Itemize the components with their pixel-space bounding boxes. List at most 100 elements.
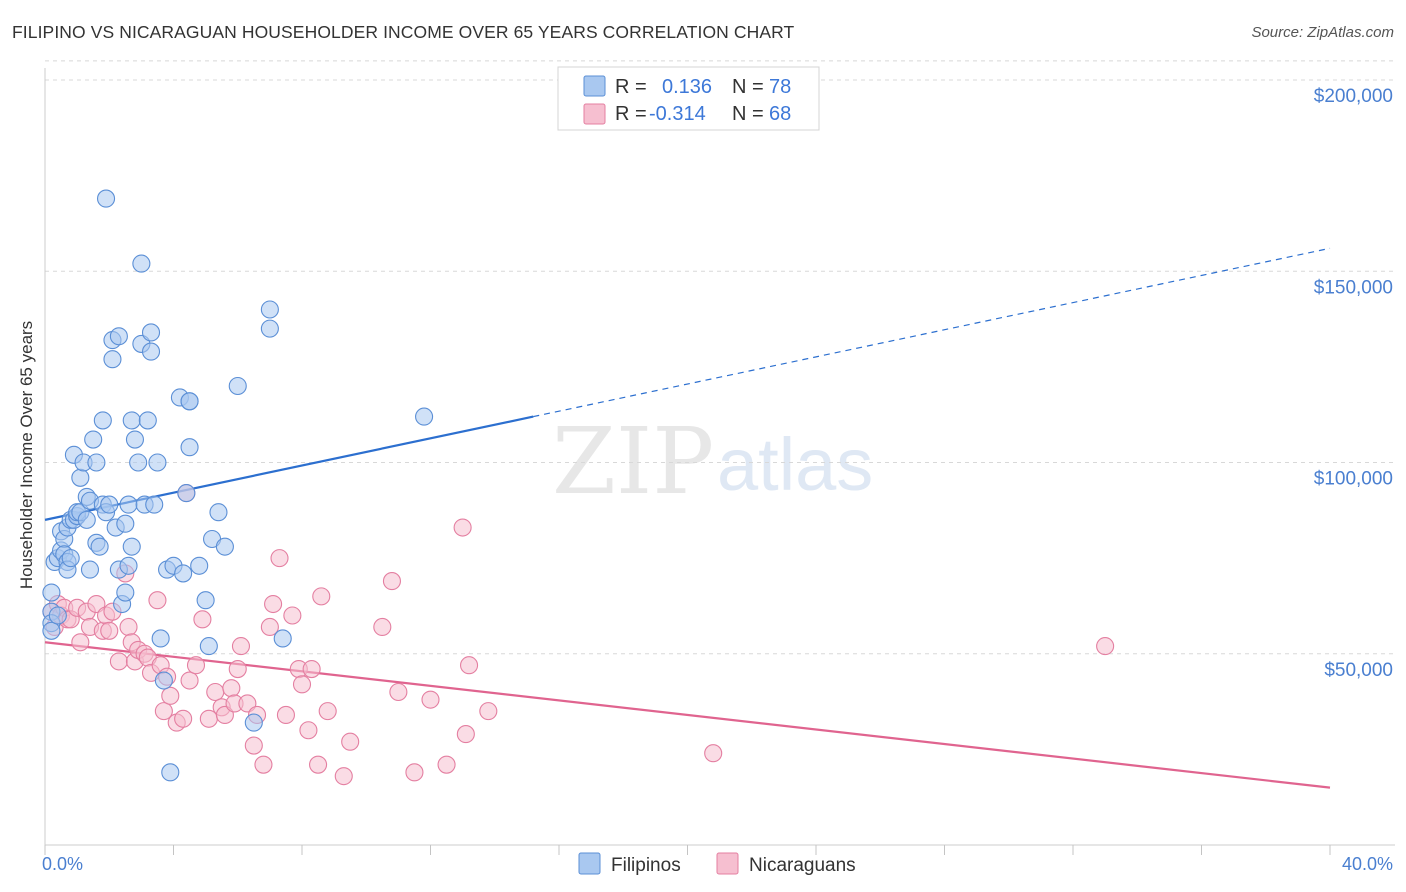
point-nicaraguans: [437, 755, 456, 774]
point-filipinos: [141, 323, 161, 342]
watermark-zip: ZIP: [552, 408, 714, 515]
point-nicaraguans: [292, 675, 312, 694]
point-nicaraguans: [309, 755, 328, 774]
legend-swatch-nicaraguans: [583, 103, 606, 125]
point-nicaraguans: [270, 549, 289, 568]
point-nicaraguans: [341, 732, 360, 751]
point-nicaraguans: [453, 518, 472, 537]
r-label-filipinos: R =: [615, 76, 647, 98]
point-nicaraguans: [1096, 637, 1115, 656]
point-filipinos: [116, 583, 135, 602]
r-value-filipinos: 0.136: [662, 76, 712, 98]
point-filipinos: [415, 407, 434, 426]
point-filipinos: [119, 495, 138, 514]
source-credit: Source: ZipAtlas.com: [1251, 24, 1394, 41]
watermark: ZIP atlas: [552, 408, 873, 515]
watermark-atlas: atlas: [717, 423, 873, 506]
point-filipinos: [177, 484, 196, 503]
bottom-legend-swatch-filipinos: [578, 852, 601, 875]
point-filipinos: [273, 629, 292, 648]
y-tick-labels: $50,000 $100,000 $150,000 $200,000: [1314, 86, 1393, 681]
n-value-nicaraguans: 68: [769, 103, 791, 125]
point-nicaraguans: [704, 744, 723, 763]
point-nicaraguans: [254, 755, 273, 774]
point-filipinos: [61, 549, 80, 568]
y-axis-label: Householder Income Over 65 years: [17, 321, 36, 589]
point-filipinos: [125, 430, 144, 449]
x-tick-label-min: 0.0%: [42, 854, 83, 874]
y-tick-label-1: $100,000: [1314, 469, 1393, 490]
y-tick-label-2: $150,000: [1314, 277, 1393, 298]
point-filipinos: [96, 189, 116, 208]
point-filipinos: [100, 495, 119, 514]
axes: [44, 68, 1395, 855]
point-filipinos: [103, 350, 122, 369]
point-filipinos: [180, 392, 199, 411]
point-filipinos: [196, 591, 215, 610]
point-nicaraguans: [299, 721, 318, 740]
point-filipinos: [93, 411, 112, 430]
point-nicaraguans: [109, 652, 128, 671]
point-filipinos: [260, 300, 279, 319]
chart-title: FILIPINO VS NICARAGUAN HOUSEHOLDER INCOM…: [12, 22, 795, 42]
point-nicaraguans: [186, 656, 206, 675]
point-filipinos: [80, 560, 100, 579]
y-tick-label-3: $200,000: [1314, 86, 1393, 107]
point-nicaraguans: [459, 656, 479, 675]
point-nicaraguans: [456, 725, 475, 744]
point-filipinos: [90, 537, 109, 556]
point-filipinos: [42, 583, 61, 602]
point-nicaraguans: [231, 637, 251, 656]
bottom-legend: Filipinos Nicaraguans: [578, 852, 856, 876]
bottom-legend-filipinos: Filipinos: [611, 855, 681, 876]
point-nicaraguans: [389, 682, 408, 702]
point-nicaraguans: [228, 659, 247, 679]
point-filipinos: [180, 438, 199, 457]
point-filipinos: [122, 411, 141, 430]
point-filipinos: [129, 453, 148, 472]
point-nicaraguans: [161, 686, 180, 705]
legend-swatch-filipinos: [583, 75, 606, 97]
point-filipinos: [145, 495, 164, 514]
point-nicaraguans: [100, 621, 119, 640]
point-filipinos: [77, 510, 96, 529]
point-nicaraguans: [421, 690, 440, 709]
point-nicaraguans: [276, 705, 295, 725]
point-filipinos: [109, 327, 128, 346]
point-nicaraguans: [206, 682, 225, 702]
point-filipinos: [151, 629, 170, 648]
point-filipinos: [244, 713, 263, 732]
n-value-filipinos: 78: [769, 76, 791, 98]
bottom-legend-swatch-nicaraguans: [716, 852, 739, 875]
point-nicaraguans: [373, 617, 392, 637]
r-label-nicaraguans: R =: [615, 103, 647, 125]
point-filipinos: [209, 503, 228, 522]
point-filipinos: [154, 671, 173, 690]
point-filipinos: [141, 342, 161, 361]
point-nicaraguans: [193, 610, 212, 629]
point-filipinos: [42, 621, 61, 640]
point-filipinos: [228, 376, 247, 396]
point-nicaraguans: [154, 702, 173, 721]
point-filipinos: [260, 319, 279, 338]
point-nicaraguans: [318, 702, 337, 721]
trend-line-nicaraguans: [44, 641, 1331, 789]
point-filipinos: [190, 556, 209, 575]
point-filipinos: [199, 637, 218, 656]
y-tick-label-0: $50,000: [1324, 660, 1393, 681]
point-nicaraguans: [334, 767, 353, 786]
point-filipinos: [138, 411, 157, 430]
trend-line-filipinos-extension: [533, 247, 1331, 418]
point-nicaraguans: [148, 591, 167, 610]
point-filipinos: [84, 430, 103, 449]
point-nicaraguans: [244, 736, 263, 755]
point-nicaraguans: [222, 679, 241, 698]
point-nicaraguans: [264, 594, 283, 614]
r-value-nicaraguans: -0.314: [649, 103, 706, 125]
n-label-nicaraguans: N =: [732, 103, 764, 125]
point-nicaraguans: [302, 659, 321, 679]
point-nicaraguans: [283, 606, 302, 625]
point-nicaraguans: [119, 617, 138, 637]
gridlines: [45, 60, 1395, 655]
